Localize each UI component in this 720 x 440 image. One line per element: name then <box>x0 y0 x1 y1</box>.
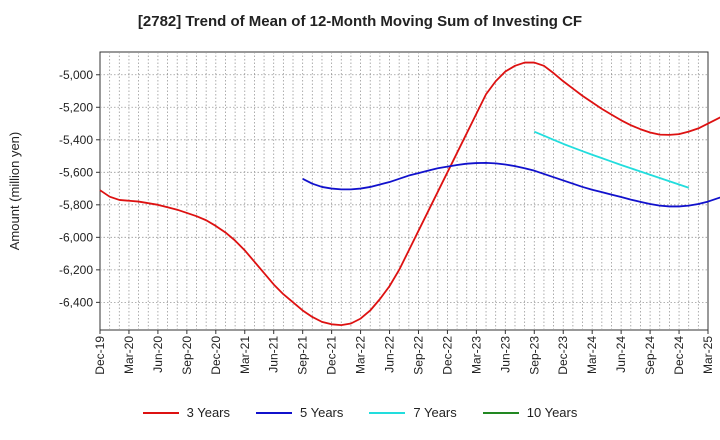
x-tick-label: Mar-22 <box>354 336 368 374</box>
x-tick-label: Sep-21 <box>296 336 310 375</box>
series-line-7-years <box>533 130 689 189</box>
legend-label: 10 Years <box>526 405 578 420</box>
x-tick-label: Jun-23 <box>498 336 512 373</box>
x-tick-label: Sep-22 <box>411 336 425 375</box>
legend-swatch <box>369 411 406 414</box>
x-tick-label: Jun-24 <box>614 336 628 373</box>
series-lines <box>99 61 720 327</box>
y-tick-label: -5,800 <box>59 198 93 212</box>
x-tick-label: Dec-24 <box>672 336 686 375</box>
x-tick-label: Jun-21 <box>267 336 281 373</box>
x-tick-label: Mar-24 <box>585 336 599 374</box>
x-tick-label: Dec-19 <box>93 336 107 375</box>
x-tick-label: Dec-20 <box>209 336 223 375</box>
x-tick-label: Dec-23 <box>556 336 570 375</box>
y-axis-ticks: -5,000 -5,200 -5,400 -5,600 -5,800 -6,000 -6,2… <box>59 68 100 309</box>
y-axis-title: Amount (million yen) <box>7 132 22 251</box>
y-tick-label: -6,000 <box>59 230 93 244</box>
legend-swatch <box>142 411 179 414</box>
x-tick-label: Mar-21 <box>238 336 252 374</box>
legend-item: 7 Years <box>369 405 457 420</box>
y-tick-label: -6,200 <box>59 263 93 277</box>
x-axis-ticks: Dec-19 Mar-20 Jun-20 Sep-20 Dec-20 Mar-21 Jun-… <box>93 330 715 375</box>
x-tick-label: Jun-22 <box>383 336 397 373</box>
y-tick-label: -5,400 <box>59 133 93 147</box>
x-tick-label: Sep-20 <box>180 336 194 375</box>
x-tick-label: Sep-23 <box>527 336 541 375</box>
x-tick-label: Sep-24 <box>643 336 657 375</box>
legend: 3 Years 5 Years 7 Years 10 Years <box>0 405 720 420</box>
x-tick-label: Mar-23 <box>469 336 483 374</box>
x-tick-label: Dec-21 <box>325 336 339 375</box>
legend-label: 5 Years <box>300 405 344 420</box>
x-tick-label: Mar-20 <box>122 336 136 374</box>
y-tick-label: -5,000 <box>59 68 93 82</box>
legend-item: 10 Years <box>482 405 578 420</box>
chart-title: [2782] Trend of Mean of 12-Month Moving … <box>137 13 583 30</box>
legend-item: 5 Years <box>256 405 343 420</box>
legend-label: 7 Years <box>413 405 457 420</box>
plot-area <box>99 51 709 331</box>
legend-label: 3 Years <box>186 405 230 420</box>
y-tick-label: -5,200 <box>59 100 93 114</box>
legend-swatch <box>256 411 292 414</box>
legend-item: 3 Years <box>142 405 230 420</box>
x-tick-label: Dec-22 <box>440 336 454 375</box>
y-tick-label: -6,400 <box>59 295 93 309</box>
legend-swatch <box>482 411 519 414</box>
series-line-5-years <box>302 161 720 208</box>
x-tick-label: Jun-20 <box>151 336 165 373</box>
y-tick-label: -5,600 <box>59 165 93 179</box>
x-tick-label: Mar-25 <box>701 336 715 374</box>
series-line-3-years <box>99 61 720 327</box>
